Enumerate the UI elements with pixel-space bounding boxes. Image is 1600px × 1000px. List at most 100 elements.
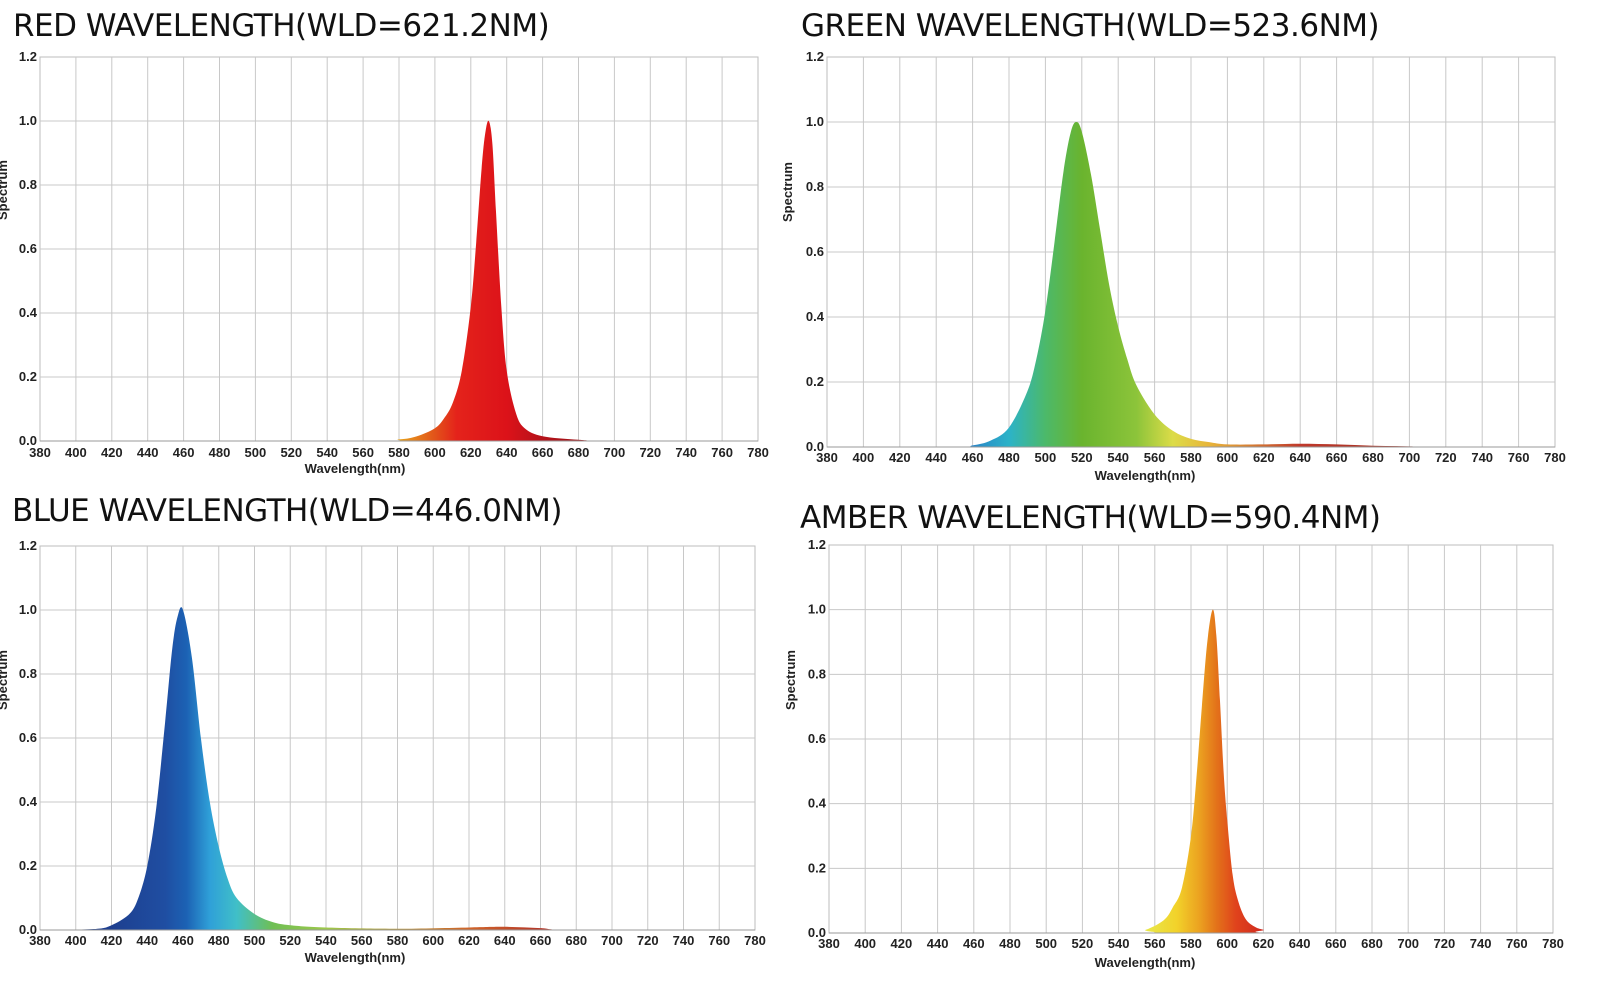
x-tick-label: 660	[1326, 450, 1348, 465]
x-tick-label: 400	[854, 936, 876, 951]
x-tick-label: 480	[998, 450, 1020, 465]
x-axis-title: Wavelength(nm)	[305, 950, 406, 965]
x-tick-label: 460	[172, 933, 194, 948]
x-tick-label: 740	[1471, 450, 1493, 465]
x-tick-label: 420	[101, 933, 123, 948]
x-tick-label: 380	[818, 936, 840, 951]
x-tick-label: 680	[565, 933, 587, 948]
x-tick-label: 600	[1216, 936, 1238, 951]
x-tick-label: 440	[136, 933, 158, 948]
y-tick-label: 0.8	[19, 666, 37, 681]
x-tick-label: 540	[1108, 936, 1130, 951]
x-tick-label: 620	[1253, 936, 1275, 951]
x-tick-label: 680	[1361, 936, 1383, 951]
y-tick-label: 1.0	[19, 113, 37, 128]
chart-title-blue: BLUE WAVELENGTH(WLD=446.0NM)	[12, 493, 562, 529]
x-tick-label: 600	[1217, 450, 1239, 465]
chart-svg-blue: 0.0 0.2 0.4 0.6 0.8 1.0 1.2 380 400 420 440 460 480 5…	[0, 538, 766, 965]
y-tick-label: 0.0	[808, 925, 826, 940]
x-tick-label: 560	[352, 445, 374, 460]
x-tick-label: 760	[711, 445, 733, 460]
x-tick-label: 780	[747, 445, 769, 460]
x-tick-label: 440	[927, 936, 949, 951]
x-tick-label: 580	[1180, 450, 1202, 465]
x-tick-label: 580	[388, 445, 410, 460]
x-tick-label: 460	[963, 936, 985, 951]
x-tick-label: 720	[639, 445, 661, 460]
y-tick-label: 0.8	[808, 666, 826, 681]
x-tick-label: 540	[1107, 450, 1129, 465]
y-tick-label: 0.2	[19, 858, 37, 873]
x-tick-label: 420	[101, 445, 123, 460]
y-tick-label: 1.0	[806, 114, 824, 129]
x-tick-label: 400	[853, 450, 875, 465]
y-axis-title: Spectrum	[783, 650, 798, 710]
x-tick-label: 640	[1289, 936, 1311, 951]
x-tick-label: 720	[1434, 936, 1456, 951]
x-tick-label: 420	[889, 450, 911, 465]
chart-svg-red: 0.0 0.2 0.4 0.6 0.8 1.0 1.2 380 400 420 440 460 480 5…	[0, 49, 769, 476]
x-tick-label: 660	[532, 445, 554, 460]
x-tick-label: 540	[315, 933, 337, 948]
chart-title-amber: AMBER WAVELENGTH(WLD=590.4NM)	[800, 500, 1381, 536]
x-tick-label: 720	[1435, 450, 1457, 465]
x-tick-label: 600	[424, 445, 446, 460]
spectrum-area	[829, 609, 1553, 933]
x-tick-label: 500	[1035, 936, 1057, 951]
y-tick-label: 0.0	[19, 922, 37, 937]
chart-panel-red: RED WAVELENGTH(WLD=621.2NM) 0.0 0.2 0.4 0.6…	[0, 0, 800, 490]
x-tick-label: 520	[1072, 936, 1094, 951]
x-tick-label: 480	[209, 445, 231, 460]
x-tick-label: 480	[999, 936, 1021, 951]
x-tick-label: 700	[601, 933, 623, 948]
x-tick-label: 700	[1397, 936, 1419, 951]
x-tick-label: 420	[891, 936, 913, 951]
x-tick-label: 540	[316, 445, 338, 460]
x-axis-title: Wavelength(nm)	[1095, 955, 1196, 970]
y-tick-label: 0.4	[19, 305, 38, 320]
chart-title-red: RED WAVELENGTH(WLD=621.2NM)	[13, 8, 550, 44]
x-tick-label: 560	[351, 933, 373, 948]
y-tick-label: 0.2	[808, 860, 826, 875]
y-tick-label: 0.2	[19, 369, 37, 384]
chart-panel-blue: BLUE WAVELENGTH(WLD=446.0NM) 0.0 0.2 0.4 0.…	[0, 493, 766, 965]
x-tick-label: 640	[496, 445, 518, 460]
x-tick-label: 740	[673, 933, 695, 948]
x-tick-label: 740	[675, 445, 697, 460]
x-tick-label: 740	[1470, 936, 1492, 951]
x-tick-label: 620	[460, 445, 482, 460]
x-tick-label: 580	[387, 933, 409, 948]
y-axis-title: Spectrum	[0, 650, 10, 710]
x-tick-label: 600	[422, 933, 444, 948]
x-tick-label: 380	[29, 445, 51, 460]
y-tick-label: 1.2	[19, 49, 37, 64]
y-tick-label: 0.4	[19, 794, 38, 809]
x-tick-label: 640	[494, 933, 516, 948]
x-tick-label: 520	[279, 933, 301, 948]
y-tick-label: 0.8	[806, 179, 824, 194]
x-tick-label: 620	[1253, 450, 1275, 465]
x-tick-label: 580	[1180, 936, 1202, 951]
x-tick-label: 780	[1542, 936, 1564, 951]
y-tick-label: 1.2	[808, 537, 826, 552]
x-tick-label: 660	[530, 933, 552, 948]
y-tick-label: 1.2	[806, 49, 824, 64]
x-tick-label: 700	[604, 445, 626, 460]
x-tick-label: 440	[925, 450, 947, 465]
x-tick-label: 440	[137, 445, 159, 460]
x-tick-label: 460	[173, 445, 195, 460]
x-tick-label: 700	[1399, 450, 1421, 465]
x-tick-label: 620	[458, 933, 480, 948]
x-tick-label: 720	[637, 933, 659, 948]
y-tick-label: 0.0	[806, 439, 824, 454]
x-tick-label: 400	[65, 933, 87, 948]
x-tick-label: 380	[816, 450, 838, 465]
x-tick-label: 680	[568, 445, 590, 460]
y-tick-label: 1.0	[19, 602, 37, 617]
chart-panel-green: GREEN WAVELENGTH(WLD=523.6NM) 0.0 0.2 0.4 0…	[0, 0, 1600, 490]
y-tick-label: 0.4	[808, 796, 827, 811]
x-tick-label: 560	[1144, 450, 1166, 465]
x-tick-label: 500	[244, 933, 266, 948]
